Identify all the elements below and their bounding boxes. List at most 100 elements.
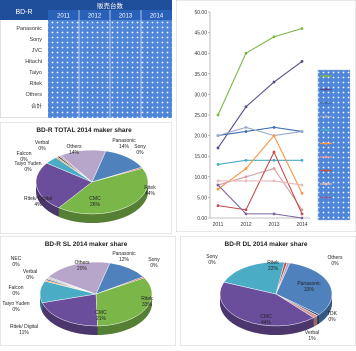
slice-label: Panasonic: [112, 251, 136, 257]
slice-label: Falcon: [16, 151, 31, 157]
table-row-label: Sony: [29, 37, 42, 43]
slice-value-label: 0%: [12, 307, 20, 313]
slice-label: Verbal: [305, 330, 319, 336]
slice-value-label: 4%: [34, 202, 42, 208]
slice-value-label: 0%: [328, 317, 336, 323]
y-tick-label: 10.00: [194, 175, 207, 181]
slice-value-label: 44%: [261, 320, 272, 326]
data-point: [244, 51, 248, 55]
data-point: [300, 60, 304, 63]
slice-value-label: 0%: [136, 150, 144, 156]
pie-chart-dl: BD-R DL 2014 maker share Panasonic 33% TDK…: [179, 235, 356, 347]
pie-slice-side: [319, 294, 332, 324]
legend-marker: [324, 74, 328, 78]
slice-value-label: 14%: [69, 150, 80, 156]
pie-slice: [35, 162, 93, 209]
table-corner-label: BD-R: [15, 9, 32, 16]
data-point: [216, 187, 220, 191]
slice-value-label: 1%: [308, 336, 316, 342]
slice-label: NEC: [11, 256, 22, 262]
series-line: [217, 60, 303, 149]
data-point: [244, 167, 248, 170]
table-row-label: JVC: [32, 48, 42, 54]
data-point: [272, 179, 276, 183]
data-point: [300, 191, 304, 195]
slice-value-label: 0%: [26, 275, 34, 281]
table-year-label: 2014: [150, 14, 164, 20]
table-row-label: Others: [25, 92, 42, 98]
slice-label: Ritek: [141, 296, 153, 302]
data-point: [244, 179, 248, 183]
legend-marker: [324, 88, 328, 91]
slice-label: Ritek: [267, 260, 279, 266]
series-line: [217, 184, 303, 219]
slice-value-label: 0%: [12, 262, 20, 268]
table-corner-cell: [0, 0, 48, 20]
slice-label: TDK: [327, 311, 338, 317]
pie-slice-side: [97, 294, 152, 335]
line-chart-svg: 0.00 5.00 10.00 15.00 20.00 25.00 30.00 35.00 40…: [175, 0, 356, 233]
slice-label: Sony: [206, 254, 218, 260]
x-tick-label: 2012: [240, 222, 251, 228]
legend-marker: [324, 101, 328, 105]
series-line: [217, 126, 303, 137]
y-tick-label: 0.00: [197, 216, 207, 222]
slice-value-label: 0%: [20, 157, 28, 163]
pie-slice-side: [317, 314, 320, 325]
table-row-label: 合計: [31, 102, 43, 110]
x-tick-label: 2011: [213, 222, 224, 228]
table-year-label: 2013: [119, 14, 133, 20]
slice-label: Falcon: [8, 285, 23, 291]
pie-slice-side: [58, 182, 148, 223]
slice-value-label: 0%: [12, 291, 20, 297]
y-tick-label: 40.00: [194, 51, 207, 57]
x-tick-label: 2013: [268, 222, 279, 228]
slice-value-label: 0%: [208, 260, 216, 266]
data-point: [216, 146, 220, 150]
pie-dl-title: BD-R DL 2014 maker share: [225, 241, 308, 248]
y-tick-label: 45.00: [194, 31, 207, 37]
slice-label: Sony: [134, 144, 146, 150]
y-tick-label: 35.00: [194, 72, 207, 78]
legend-marker: [324, 115, 328, 118]
y-tick-label: 30.00: [194, 92, 207, 98]
table-year-label: 2011: [57, 14, 71, 20]
slice-label: CMC: [260, 314, 272, 320]
slice-value-label: 12%: [119, 257, 130, 263]
slice-label: CMC: [95, 310, 107, 316]
data-point: [244, 175, 248, 179]
data-point: [216, 163, 220, 166]
pie-slice: [223, 261, 285, 295]
data-point: [300, 27, 304, 30]
table-row-label: Taiyo: [29, 70, 42, 76]
slice-value-label: 22%: [268, 266, 279, 272]
legend-marker: [324, 128, 328, 132]
data-point: [272, 158, 276, 162]
legend-marker: [324, 182, 328, 186]
data-point: [272, 212, 276, 216]
slice-label: Others: [74, 260, 90, 266]
slice-label: Ritek/ Digital: [10, 324, 38, 330]
slice-label: CMC: [89, 196, 101, 202]
slice-label: Ritek/ Digital: [24, 196, 52, 202]
pie-total-title: BD-R TOTAL 2014 maker share: [36, 127, 132, 134]
slice-label: Sony: [148, 257, 160, 263]
data-point: [272, 150, 276, 154]
slice-label: Panasonic: [297, 281, 321, 287]
slice-label: Others: [66, 144, 82, 150]
y-tick-label: 15.00: [194, 154, 207, 160]
y-tick-label: 25.00: [194, 113, 207, 119]
slice-value-label: 20%: [77, 266, 88, 272]
table-header-label: 販売台数: [97, 1, 124, 10]
series-line: [217, 27, 303, 116]
pie-slice: [95, 277, 153, 327]
table-row-label: Hitachi: [25, 59, 42, 65]
table-year-label: 2012: [88, 14, 102, 20]
data-point: [216, 179, 220, 183]
slice-value-label: 11%: [19, 330, 29, 336]
data-point: [300, 212, 304, 216]
pie-slice-side: [220, 294, 314, 335]
table-row-label: Ritek: [29, 81, 42, 87]
data-point: [244, 125, 248, 129]
data-point: [216, 113, 220, 117]
